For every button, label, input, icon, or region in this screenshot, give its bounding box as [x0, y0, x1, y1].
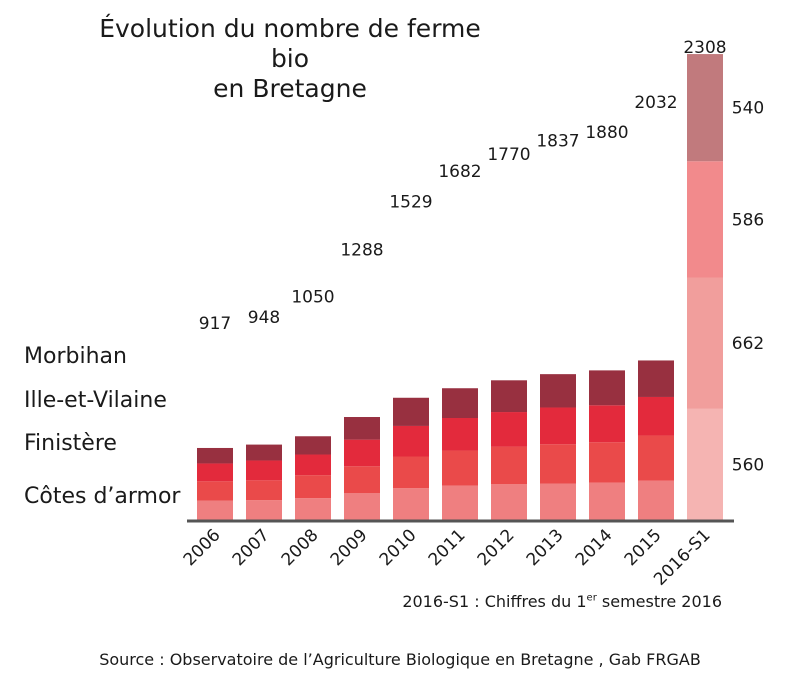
footnote-prefix: 2016-S1 : Chiffres du 1 [402, 592, 587, 611]
bar-segment-2008-c-tes-d-armor [295, 498, 331, 520]
segment-value-label: 560 [732, 455, 764, 475]
bar-total-label: 1288 [340, 240, 383, 260]
x-tick-label: 2014 [572, 525, 617, 570]
bar-total-label: 1050 [291, 288, 334, 308]
bar-segment-2013-c-tes-d-armor [540, 483, 576, 520]
bar-segment-2010-ille-et-vilaine [393, 425, 429, 457]
x-tick-label: 2010 [376, 525, 421, 570]
bar-segment-2016-S1-morbihan [687, 54, 723, 162]
bar-total-label: 2032 [634, 93, 677, 113]
bar-total-label: 1837 [536, 131, 579, 151]
bar-segment-2014-ille-et-vilaine [589, 405, 625, 443]
bar-segment-2011-morbihan [442, 388, 478, 419]
bar-segment-2014-morbihan [589, 370, 625, 406]
x-tick-label: 2013 [523, 525, 568, 570]
bar-segment-2015-morbihan [638, 360, 674, 397]
footnote-superscript: er [586, 592, 597, 604]
bar-segment-2009-c-tes-d-armor [344, 493, 380, 520]
bar-segment-2016-S1-finist-re [687, 277, 723, 409]
bar-segment-2007-c-tes-d-armor [246, 500, 282, 520]
bar-segment-2015-finist-re [638, 435, 674, 481]
bar-total-label: 1529 [389, 193, 432, 213]
bar-segment-2016-S1-c-tes-d-armor [687, 408, 723, 520]
bar-total-label: 1682 [438, 162, 481, 182]
bar-segment-2008-ille-et-vilaine [295, 454, 331, 476]
bar-segment-2013-morbihan [540, 374, 576, 408]
bar-segment-2010-c-tes-d-armor [393, 488, 429, 520]
chart-title: Évolution du nombre de ferme bio en Bret… [80, 14, 500, 104]
bar-segment-2013-ille-et-vilaine [540, 407, 576, 445]
chart-title-line2: en Bretagne [213, 74, 367, 103]
bar-total-label: 948 [248, 308, 280, 328]
footnote-suffix: semestre 2016 [596, 592, 722, 611]
legend-label-morbihan: Morbihan [24, 344, 127, 369]
bar-segment-2009-morbihan [344, 417, 380, 440]
x-tick-label: 2011 [425, 525, 470, 570]
bar-segment-2014-finist-re [589, 442, 625, 483]
bar-segment-2007-ille-et-vilaine [246, 460, 282, 481]
bar-segment-2006-finist-re [197, 481, 233, 501]
bar-segment-2009-ille-et-vilaine [344, 439, 380, 467]
bar-segment-2006-c-tes-d-armor [197, 500, 233, 520]
segment-value-label: 586 [732, 210, 764, 230]
legend-label-cotes-armor: Côtes d’armor [24, 484, 181, 509]
bar-segment-2011-ille-et-vilaine [442, 418, 478, 451]
bar-segment-2006-morbihan [197, 447, 233, 464]
chart-title-line1: Évolution du nombre de ferme bio [99, 14, 481, 73]
bar-segment-2010-finist-re [393, 456, 429, 489]
legend-label-finistere: Finistère [24, 431, 117, 456]
bar-segment-2006-ille-et-vilaine [197, 463, 233, 482]
x-tick-label: 2009 [327, 525, 372, 570]
bar-segment-2007-finist-re [246, 480, 282, 501]
bar-segment-2010-morbihan [393, 397, 429, 426]
legend-label-ille-et-vilaine: Ille-et-Vilaine [24, 388, 167, 413]
bar-segment-2016-S1-ille-et-vilaine [687, 161, 723, 278]
bar-segment-2015-c-tes-d-armor [638, 480, 674, 520]
bar-segment-2009-finist-re [344, 466, 380, 494]
bar-segment-2008-finist-re [295, 475, 331, 499]
bar-segment-2011-finist-re [442, 450, 478, 486]
x-tick-label: 2007 [229, 525, 274, 570]
bar-segment-2015-ille-et-vilaine [638, 396, 674, 436]
bar-segment-2012-morbihan [491, 380, 527, 413]
bar-segment-2007-morbihan [246, 444, 282, 461]
bar-total-label: 917 [199, 314, 231, 334]
bar-total-label: 1880 [585, 123, 628, 143]
bar-total-label: 1770 [487, 145, 530, 165]
bar-segment-2012-ille-et-vilaine [491, 412, 527, 447]
x-tick-label: 2012 [474, 525, 519, 570]
bar-total-label: 2308 [683, 38, 726, 58]
bar-segment-2008-morbihan [295, 436, 331, 455]
segment-value-label: 662 [732, 334, 764, 354]
bar-segment-2014-c-tes-d-armor [589, 482, 625, 520]
bar-segment-2012-finist-re [491, 446, 527, 485]
x-tick-label: 2006 [180, 525, 225, 570]
bar-segment-2012-c-tes-d-armor [491, 484, 527, 520]
source-credit: Source : Observatoire de l’Agriculture B… [99, 650, 701, 669]
segment-value-label: 540 [732, 99, 764, 119]
footnote: 2016-S1 : Chiffres du 1er semestre 2016 [402, 592, 722, 611]
bar-segment-2013-finist-re [540, 444, 576, 484]
bar-segment-2011-c-tes-d-armor [442, 485, 478, 520]
x-tick-label: 2008 [278, 525, 323, 570]
x-tick-label: 2015 [621, 525, 666, 570]
